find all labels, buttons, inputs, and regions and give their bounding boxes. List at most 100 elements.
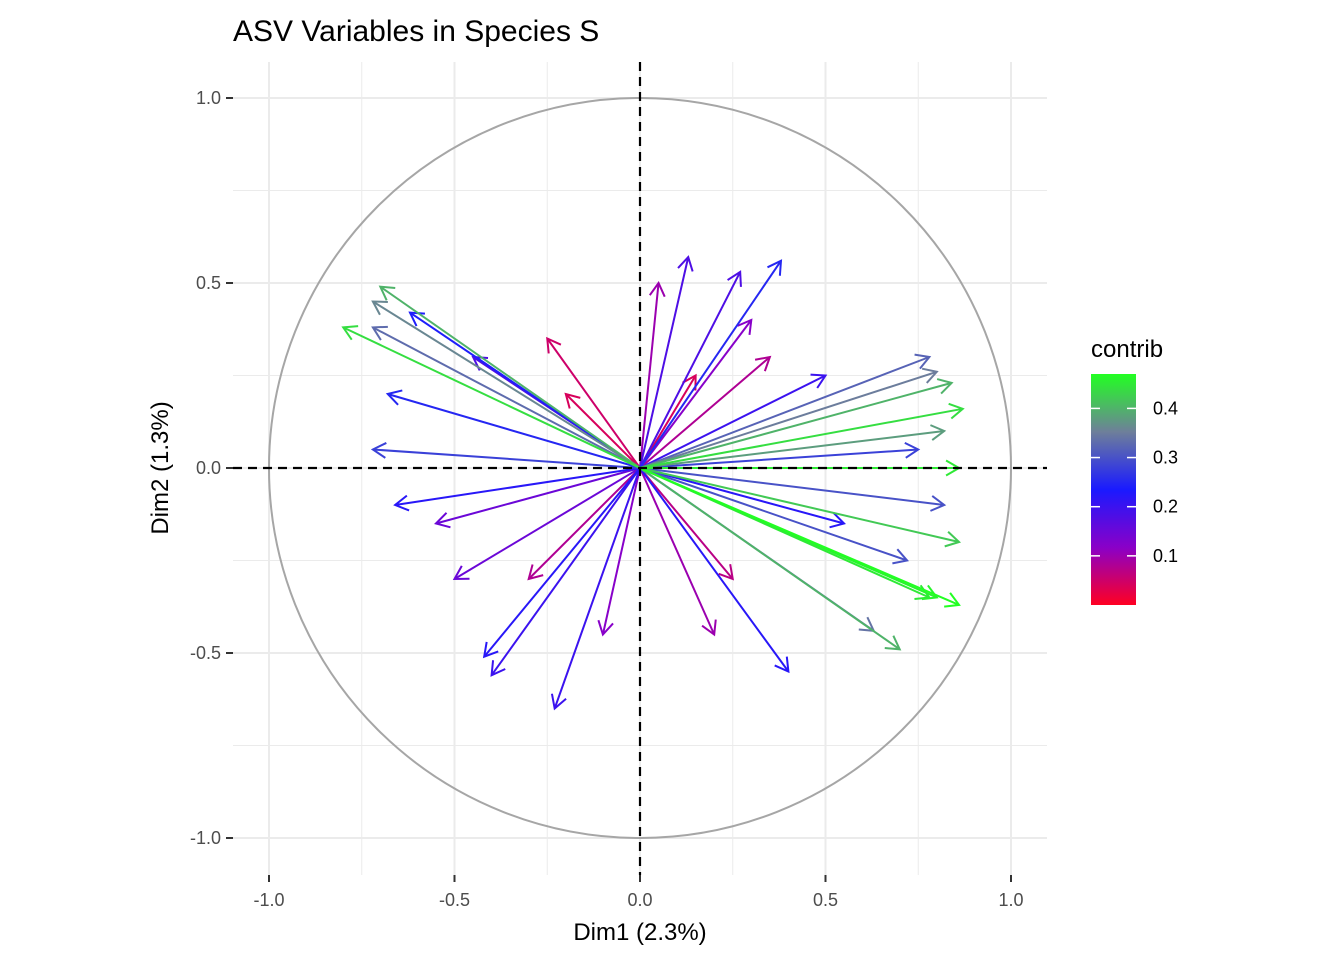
arrow-head [892, 548, 910, 565]
arrow-shaft [372, 448, 641, 469]
variable-arrow [550, 467, 641, 711]
legend-title: contrib [1091, 336, 1163, 363]
arrow-shaft [394, 467, 641, 506]
arrow-shaft [565, 393, 641, 469]
arrow-head [527, 564, 544, 581]
axes: -1.0 -0.5 0.0 0.5 1.0 -1.0 -0.5 0.0 0.5 1.0 [190, 88, 1024, 910]
chart-title: ASV Variables in Species S [233, 15, 599, 48]
arrow-head [774, 656, 790, 674]
arrow-shaft [639, 374, 826, 469]
arrow-shaft [639, 467, 790, 673]
variable-arrow [639, 467, 735, 581]
arrow-head [754, 355, 772, 372]
variable-arrow [639, 424, 947, 469]
arrow-shaft [639, 256, 690, 469]
variable-arrow [639, 355, 772, 469]
reference-lines [233, 62, 1047, 875]
variable-arrow [639, 467, 846, 529]
arrow-head [944, 531, 962, 548]
arrow-shaft [639, 370, 938, 469]
arrow-head [701, 619, 717, 637]
variable-arrow [639, 441, 921, 469]
arrow-head [378, 285, 396, 301]
variable-arrow [371, 300, 641, 469]
arrow-shaft [639, 467, 845, 525]
arrow-shaft [372, 300, 641, 469]
arrow-shaft [527, 467, 641, 580]
arrow-head [452, 565, 470, 581]
arrow-shaft [639, 374, 697, 469]
arrow-shaft [639, 467, 901, 651]
variable-arrow [434, 467, 641, 529]
x-tick-label: 1.0 [998, 890, 1023, 910]
variable-arrow [370, 442, 641, 469]
arrow-shaft [639, 407, 963, 469]
variable-arrow [639, 402, 965, 469]
variable-arrow [564, 392, 641, 469]
arrow-shaft [546, 337, 641, 469]
variable-arrow [639, 281, 666, 469]
y-tick-label: 0.0 [196, 458, 221, 478]
arrow-shaft [639, 319, 753, 469]
arrow-shaft [453, 467, 641, 580]
y-tick-label: 1.0 [196, 88, 221, 108]
arrows-layer [341, 255, 965, 711]
arrow-head [371, 300, 388, 316]
arrow-head [930, 495, 947, 512]
variable-arrow [371, 325, 641, 469]
arrow-shaft [553, 467, 641, 709]
arrow-shaft [639, 260, 782, 469]
arrow-head [371, 325, 388, 341]
legend: contrib 0.1 0.2 0.3 0.4 [1091, 336, 1178, 605]
arrow-head [904, 441, 921, 459]
variable-arrow [639, 467, 961, 608]
variable-arrow [639, 353, 932, 469]
arrow-head [930, 424, 947, 441]
arrow-shaft [342, 326, 641, 469]
arrow-head [370, 442, 387, 459]
arrow-head [718, 564, 735, 581]
arrow-head [737, 318, 753, 336]
x-tick-label: -0.5 [439, 890, 470, 910]
legend-colorbar [1091, 374, 1136, 605]
arrow-shaft [639, 381, 952, 469]
arrow-head [677, 255, 694, 272]
variable-arrow [639, 467, 790, 674]
variable-arrow [341, 325, 641, 469]
arrow-head [914, 353, 932, 370]
arrow-head [884, 635, 902, 651]
variable-arrow [639, 318, 753, 469]
variable-arrow [639, 467, 910, 565]
legend-tick-label: 0.4 [1153, 398, 1178, 418]
variable-arrow [385, 389, 641, 469]
variable-arrow [597, 467, 641, 637]
x-tick-label: 0.5 [813, 890, 838, 910]
legend-tick-label: 0.3 [1153, 448, 1178, 468]
arrow-head [482, 641, 499, 659]
variable-arrow [527, 467, 641, 581]
arrow-head [490, 660, 506, 677]
arrow-shaft [483, 467, 641, 658]
arrow-shaft [490, 467, 641, 676]
arrow-shaft [387, 393, 641, 469]
arrow-head [944, 592, 961, 608]
variable-arrow [378, 285, 641, 469]
y-tick-label: -0.5 [190, 643, 221, 663]
arrow-shaft [601, 467, 641, 635]
arrow-shaft [639, 467, 734, 580]
legend-tick-label: 0.1 [1153, 546, 1178, 566]
arrow-shaft [639, 467, 945, 506]
arrow-shaft [639, 356, 930, 469]
arrow-head [829, 512, 846, 529]
arrow-head [948, 402, 965, 420]
variable-arrow [639, 373, 828, 469]
arrow-shaft [639, 448, 919, 469]
variable-arrow [393, 467, 641, 512]
variable-arrow [639, 467, 947, 512]
variable-arrow [452, 467, 641, 581]
arrow-head [550, 693, 567, 711]
arrow-shaft [639, 467, 716, 635]
arrow-shaft [639, 430, 945, 469]
variable-arrow [639, 270, 742, 469]
y-tick-label: 0.5 [196, 273, 221, 293]
